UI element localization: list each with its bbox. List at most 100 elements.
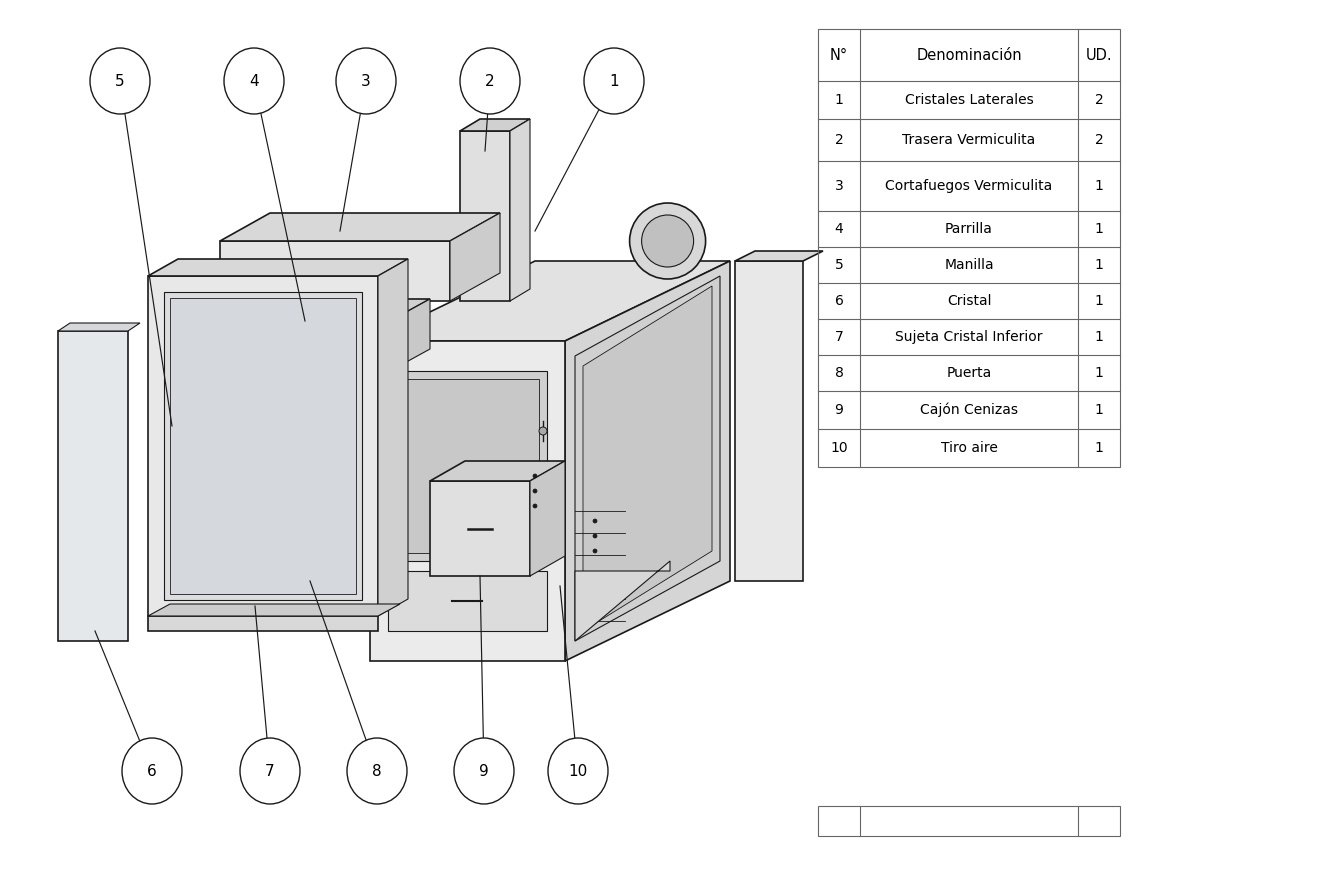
Ellipse shape [224,48,284,114]
Circle shape [534,504,538,508]
Text: 1: 1 [1094,258,1103,272]
Text: 7: 7 [835,330,844,344]
Polygon shape [148,616,378,631]
Text: 1: 1 [1094,403,1103,417]
Text: 1: 1 [1094,294,1103,308]
Polygon shape [509,119,530,301]
Text: 4: 4 [835,222,844,236]
Polygon shape [460,119,530,131]
Ellipse shape [460,48,520,114]
Text: 1: 1 [1094,330,1103,344]
Polygon shape [735,261,802,581]
Text: 8: 8 [372,764,382,779]
Circle shape [593,549,597,553]
Circle shape [534,489,538,493]
Circle shape [641,215,694,267]
Text: 2: 2 [1094,93,1103,107]
Polygon shape [255,299,430,321]
Text: N°: N° [831,47,848,62]
Text: 4: 4 [249,73,259,88]
Text: Trasera Vermiculita: Trasera Vermiculita [902,133,1036,147]
Text: Denominación: Denominación [917,47,1021,62]
Polygon shape [148,259,409,276]
Polygon shape [148,276,378,616]
Polygon shape [583,286,712,631]
Polygon shape [220,213,500,241]
Text: 8: 8 [835,366,844,380]
Ellipse shape [241,738,300,804]
Polygon shape [370,261,730,341]
Text: Tiro aire: Tiro aire [941,441,997,455]
Text: 1: 1 [609,73,618,88]
Circle shape [539,427,547,435]
Text: Cortafuegos Vermiculita: Cortafuegos Vermiculita [886,179,1052,193]
Polygon shape [375,415,403,591]
Text: 7: 7 [265,764,274,779]
Text: UD.: UD. [1086,47,1113,62]
Polygon shape [396,379,539,553]
Text: Cristales Laterales: Cristales Laterales [905,93,1034,107]
Polygon shape [388,371,547,561]
Polygon shape [255,321,390,371]
Polygon shape [460,131,509,301]
Polygon shape [370,341,564,661]
Text: Puerta: Puerta [946,366,992,380]
Text: 6: 6 [835,294,844,308]
Bar [818,29,1120,467]
Text: 1: 1 [1094,222,1103,236]
Ellipse shape [347,738,407,804]
Polygon shape [164,292,362,600]
Text: 10: 10 [831,441,848,455]
Text: Cristal: Cristal [946,294,992,308]
Polygon shape [564,261,730,661]
Polygon shape [165,593,370,611]
Polygon shape [388,571,547,631]
Text: 9: 9 [835,403,844,417]
Text: 9: 9 [478,764,489,779]
Bar [818,806,1120,836]
Polygon shape [575,561,671,641]
Circle shape [593,519,597,523]
Text: 5: 5 [835,258,844,272]
Ellipse shape [585,48,644,114]
Circle shape [593,534,597,538]
Polygon shape [58,323,140,331]
Polygon shape [735,251,823,261]
Text: 3: 3 [835,179,844,193]
Text: 3: 3 [362,73,371,88]
Text: Sujeta Cristal Inferior: Sujeta Cristal Inferior [895,330,1043,344]
Polygon shape [185,441,366,581]
Polygon shape [165,579,395,593]
Text: 1: 1 [1094,366,1103,380]
Polygon shape [530,461,564,576]
Text: 1: 1 [1094,179,1103,193]
Text: 10: 10 [569,764,587,779]
Circle shape [534,474,538,478]
Polygon shape [430,461,564,481]
Polygon shape [378,259,409,616]
Polygon shape [370,579,395,611]
Ellipse shape [336,48,396,114]
Polygon shape [450,213,500,301]
Text: 5: 5 [116,73,125,88]
Text: 2: 2 [835,133,844,147]
Ellipse shape [122,738,181,804]
Polygon shape [148,604,401,616]
Text: 1: 1 [1094,441,1103,455]
Polygon shape [58,331,128,641]
Ellipse shape [454,738,513,804]
Polygon shape [175,415,403,431]
Text: Cajón Cenizas: Cajón Cenizas [921,403,1017,417]
Polygon shape [575,276,720,641]
Text: Parrilla: Parrilla [945,222,993,236]
Polygon shape [220,241,450,301]
Polygon shape [175,431,375,591]
Polygon shape [169,298,356,594]
Ellipse shape [90,48,151,114]
Text: 6: 6 [146,764,157,779]
Text: 1: 1 [835,93,844,107]
Circle shape [629,203,706,279]
Text: 2: 2 [485,73,495,88]
Polygon shape [430,481,530,576]
Text: Manilla: Manilla [945,258,993,272]
